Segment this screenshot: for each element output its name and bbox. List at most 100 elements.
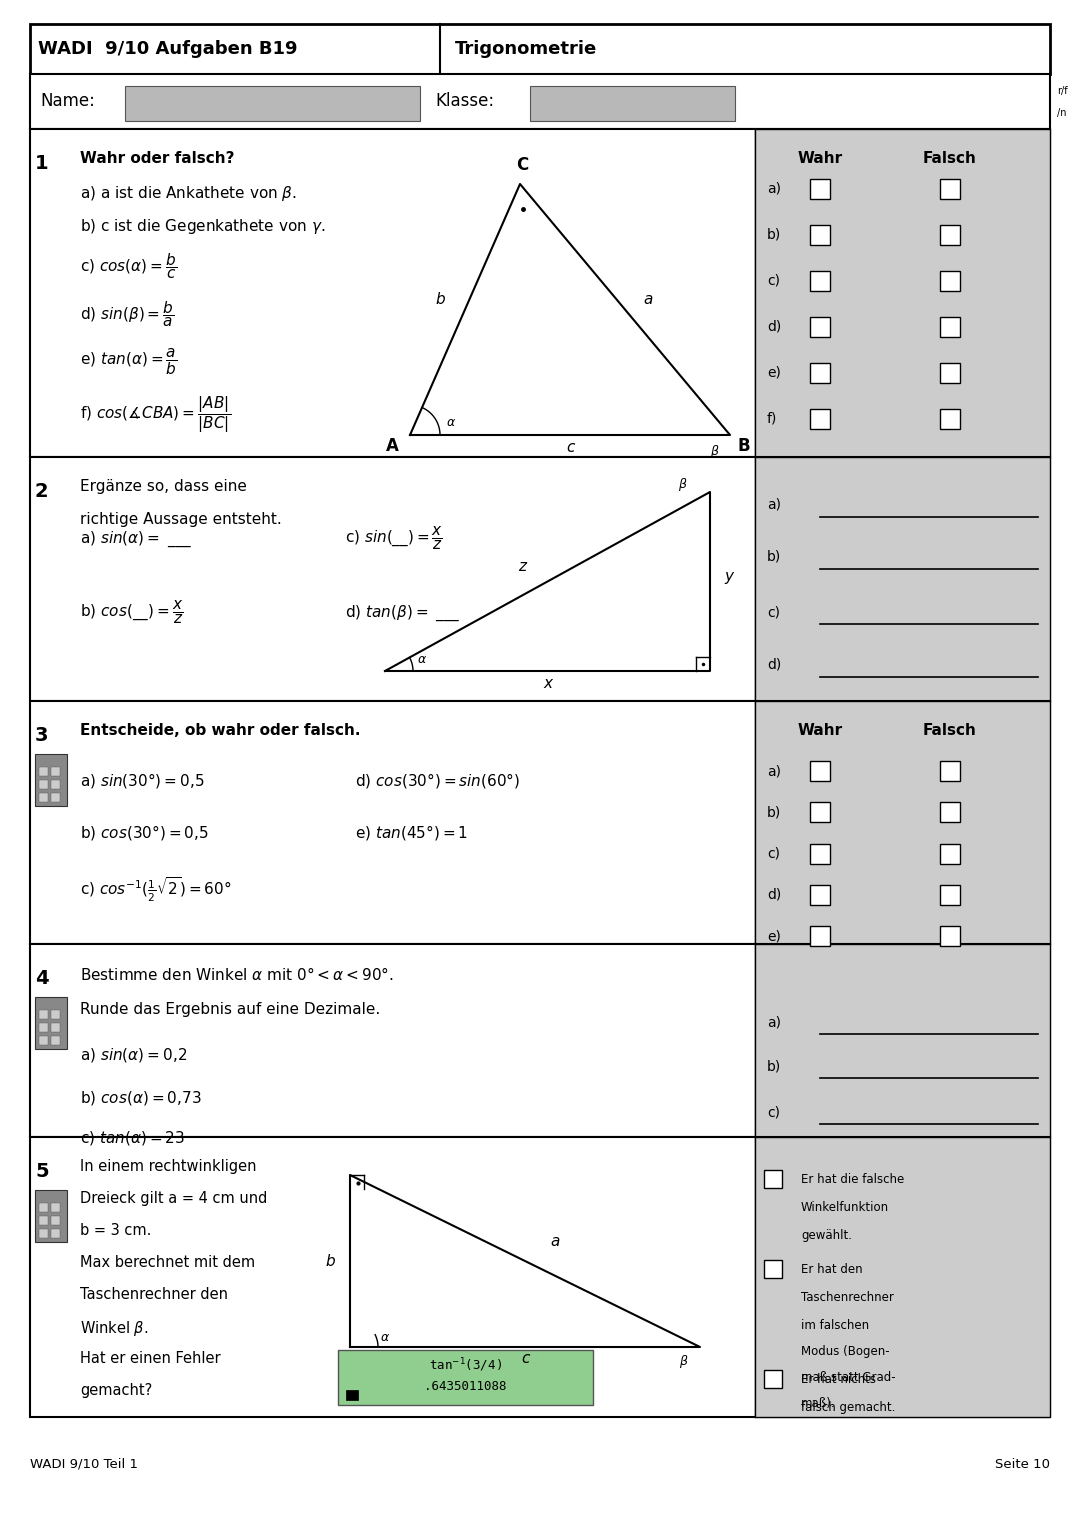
Bar: [39, 794, 48, 803]
Bar: [940, 408, 960, 430]
Bar: [810, 271, 831, 291]
Bar: [810, 927, 831, 946]
Bar: [51, 794, 60, 803]
Text: c): c): [767, 1105, 780, 1119]
Text: b = 3 cm.: b = 3 cm.: [80, 1223, 151, 1238]
Text: e) $tan(\alpha) = \dfrac{a}{b}$: e) $tan(\alpha) = \dfrac{a}{b}$: [80, 347, 177, 376]
Bar: [51, 1229, 60, 1238]
Text: b) $cos(30°) = 0{,}5$: b) $cos(30°) = 0{,}5$: [80, 823, 208, 842]
Bar: [940, 317, 960, 336]
Text: /n: /n: [1057, 109, 1067, 118]
Text: Wahr: Wahr: [797, 151, 842, 167]
Bar: [940, 803, 960, 823]
Text: $\alpha$: $\alpha$: [446, 416, 456, 430]
Bar: [338, 1350, 593, 1405]
Text: $\beta$: $\beta$: [711, 443, 719, 460]
Bar: [35, 1190, 67, 1242]
Text: Er hat nichts: Er hat nichts: [801, 1373, 876, 1385]
Text: im falschen: im falschen: [801, 1320, 869, 1332]
Bar: [51, 768, 60, 777]
Bar: [30, 700, 1050, 943]
Bar: [755, 457, 1050, 700]
Text: $\alpha$: $\alpha$: [417, 653, 427, 667]
Text: a) $sin(\alpha) = $ ___: a) $sin(\alpha) = $ ___: [80, 529, 192, 549]
Text: 5: 5: [35, 1162, 49, 1180]
Bar: [30, 128, 1050, 457]
Bar: [39, 1203, 48, 1212]
Bar: [764, 1170, 782, 1188]
Text: e) $tan(45°) = 1$: e) $tan(45°) = 1$: [355, 823, 468, 842]
Text: a) a ist die Ankathete von $\beta$.: a) a ist die Ankathete von $\beta$.: [80, 183, 297, 203]
Text: In einem rechtwinkligen: In einem rechtwinkligen: [80, 1159, 257, 1174]
Text: y: y: [724, 569, 733, 584]
Bar: [51, 1203, 60, 1212]
Bar: [755, 128, 1050, 457]
Text: 2: 2: [35, 482, 49, 502]
Text: maß).: maß).: [801, 1398, 836, 1410]
Bar: [940, 761, 960, 781]
Text: e): e): [767, 365, 781, 381]
Text: a): a): [767, 764, 781, 778]
Bar: [35, 997, 67, 1049]
Bar: [810, 408, 831, 430]
Text: a): a): [767, 1015, 781, 1029]
Bar: [51, 1216, 60, 1225]
Bar: [30, 24, 1050, 73]
Text: b): b): [767, 228, 781, 242]
Text: Klasse:: Klasse:: [435, 92, 495, 110]
Text: Ergänze so, dass eine: Ergänze so, dass eine: [80, 479, 247, 494]
Text: 4: 4: [35, 969, 49, 988]
Text: d) $cos(30°) = sin(60°)$: d) $cos(30°) = sin(60°)$: [355, 771, 521, 790]
Text: f) $cos(\measuredangle CBA) = \dfrac{|AB|}{|BC|}$: f) $cos(\measuredangle CBA) = \dfrac{|AB…: [80, 394, 231, 434]
Bar: [530, 86, 735, 121]
Text: B: B: [738, 437, 751, 456]
Text: x: x: [543, 676, 552, 691]
Bar: [755, 943, 1050, 1138]
Bar: [51, 1011, 60, 1018]
Text: b): b): [767, 1060, 781, 1073]
Text: gemacht?: gemacht?: [80, 1384, 152, 1398]
Bar: [755, 700, 1050, 943]
Text: f): f): [767, 411, 778, 427]
Text: $\alpha$: $\alpha$: [380, 1332, 390, 1344]
Bar: [346, 1390, 357, 1401]
Text: richtige Aussage entsteht.: richtige Aussage entsteht.: [80, 512, 282, 528]
Text: WADI  9/10 Aufgaben B19: WADI 9/10 Aufgaben B19: [38, 40, 297, 58]
Text: a): a): [767, 182, 781, 196]
Bar: [39, 1037, 48, 1044]
Bar: [940, 225, 960, 245]
Text: Falsch: Falsch: [923, 151, 977, 167]
Text: a) $sin(\alpha) = 0{,}2$: a) $sin(\alpha) = 0{,}2$: [80, 1046, 187, 1064]
Text: c) $tan(\alpha) = 23$: c) $tan(\alpha) = 23$: [80, 1128, 185, 1147]
Text: d): d): [767, 657, 781, 673]
Text: c) $sin(\_\_) = \dfrac{x}{z}$: c) $sin(\_\_) = \dfrac{x}{z}$: [345, 526, 443, 552]
Bar: [51, 1023, 60, 1032]
Bar: [51, 780, 60, 789]
Text: b): b): [767, 550, 781, 564]
Text: r/f: r/f: [1056, 86, 1067, 96]
Text: e): e): [767, 930, 781, 943]
Bar: [810, 225, 831, 245]
Bar: [940, 362, 960, 382]
Text: Bestimme den Winkel $\alpha$ mit $0° < \alpha < 90°$.: Bestimme den Winkel $\alpha$ mit $0° < \…: [80, 966, 394, 983]
Bar: [810, 362, 831, 382]
Text: d) $sin(\beta) = \dfrac{b}{a}$: d) $sin(\beta) = \dfrac{b}{a}$: [80, 300, 174, 329]
Text: Wahr oder falsch?: Wahr oder falsch?: [80, 151, 234, 167]
Bar: [39, 1011, 48, 1018]
Text: c: c: [521, 1352, 529, 1365]
Text: 3: 3: [35, 726, 49, 745]
Text: WADI 9/10 Teil 1: WADI 9/10 Teil 1: [30, 1457, 138, 1471]
Text: Dreieck gilt a = 4 cm und: Dreieck gilt a = 4 cm und: [80, 1191, 268, 1206]
Text: maß statt Grad-: maß statt Grad-: [801, 1372, 895, 1384]
Text: Max berechnet mit dem: Max berechnet mit dem: [80, 1255, 255, 1271]
Bar: [755, 1138, 1050, 1417]
Text: Falsch: Falsch: [923, 723, 977, 739]
Text: Er hat den: Er hat den: [801, 1263, 863, 1277]
Text: Winkelfunktion: Winkelfunktion: [801, 1200, 889, 1214]
Text: d): d): [767, 888, 781, 902]
Bar: [30, 73, 1050, 128]
Text: c): c): [767, 847, 780, 861]
Bar: [39, 1229, 48, 1238]
Text: b) c ist die Gegenkathete von $\gamma$.: b) c ist die Gegenkathete von $\gamma$.: [80, 217, 325, 235]
Bar: [51, 1037, 60, 1044]
